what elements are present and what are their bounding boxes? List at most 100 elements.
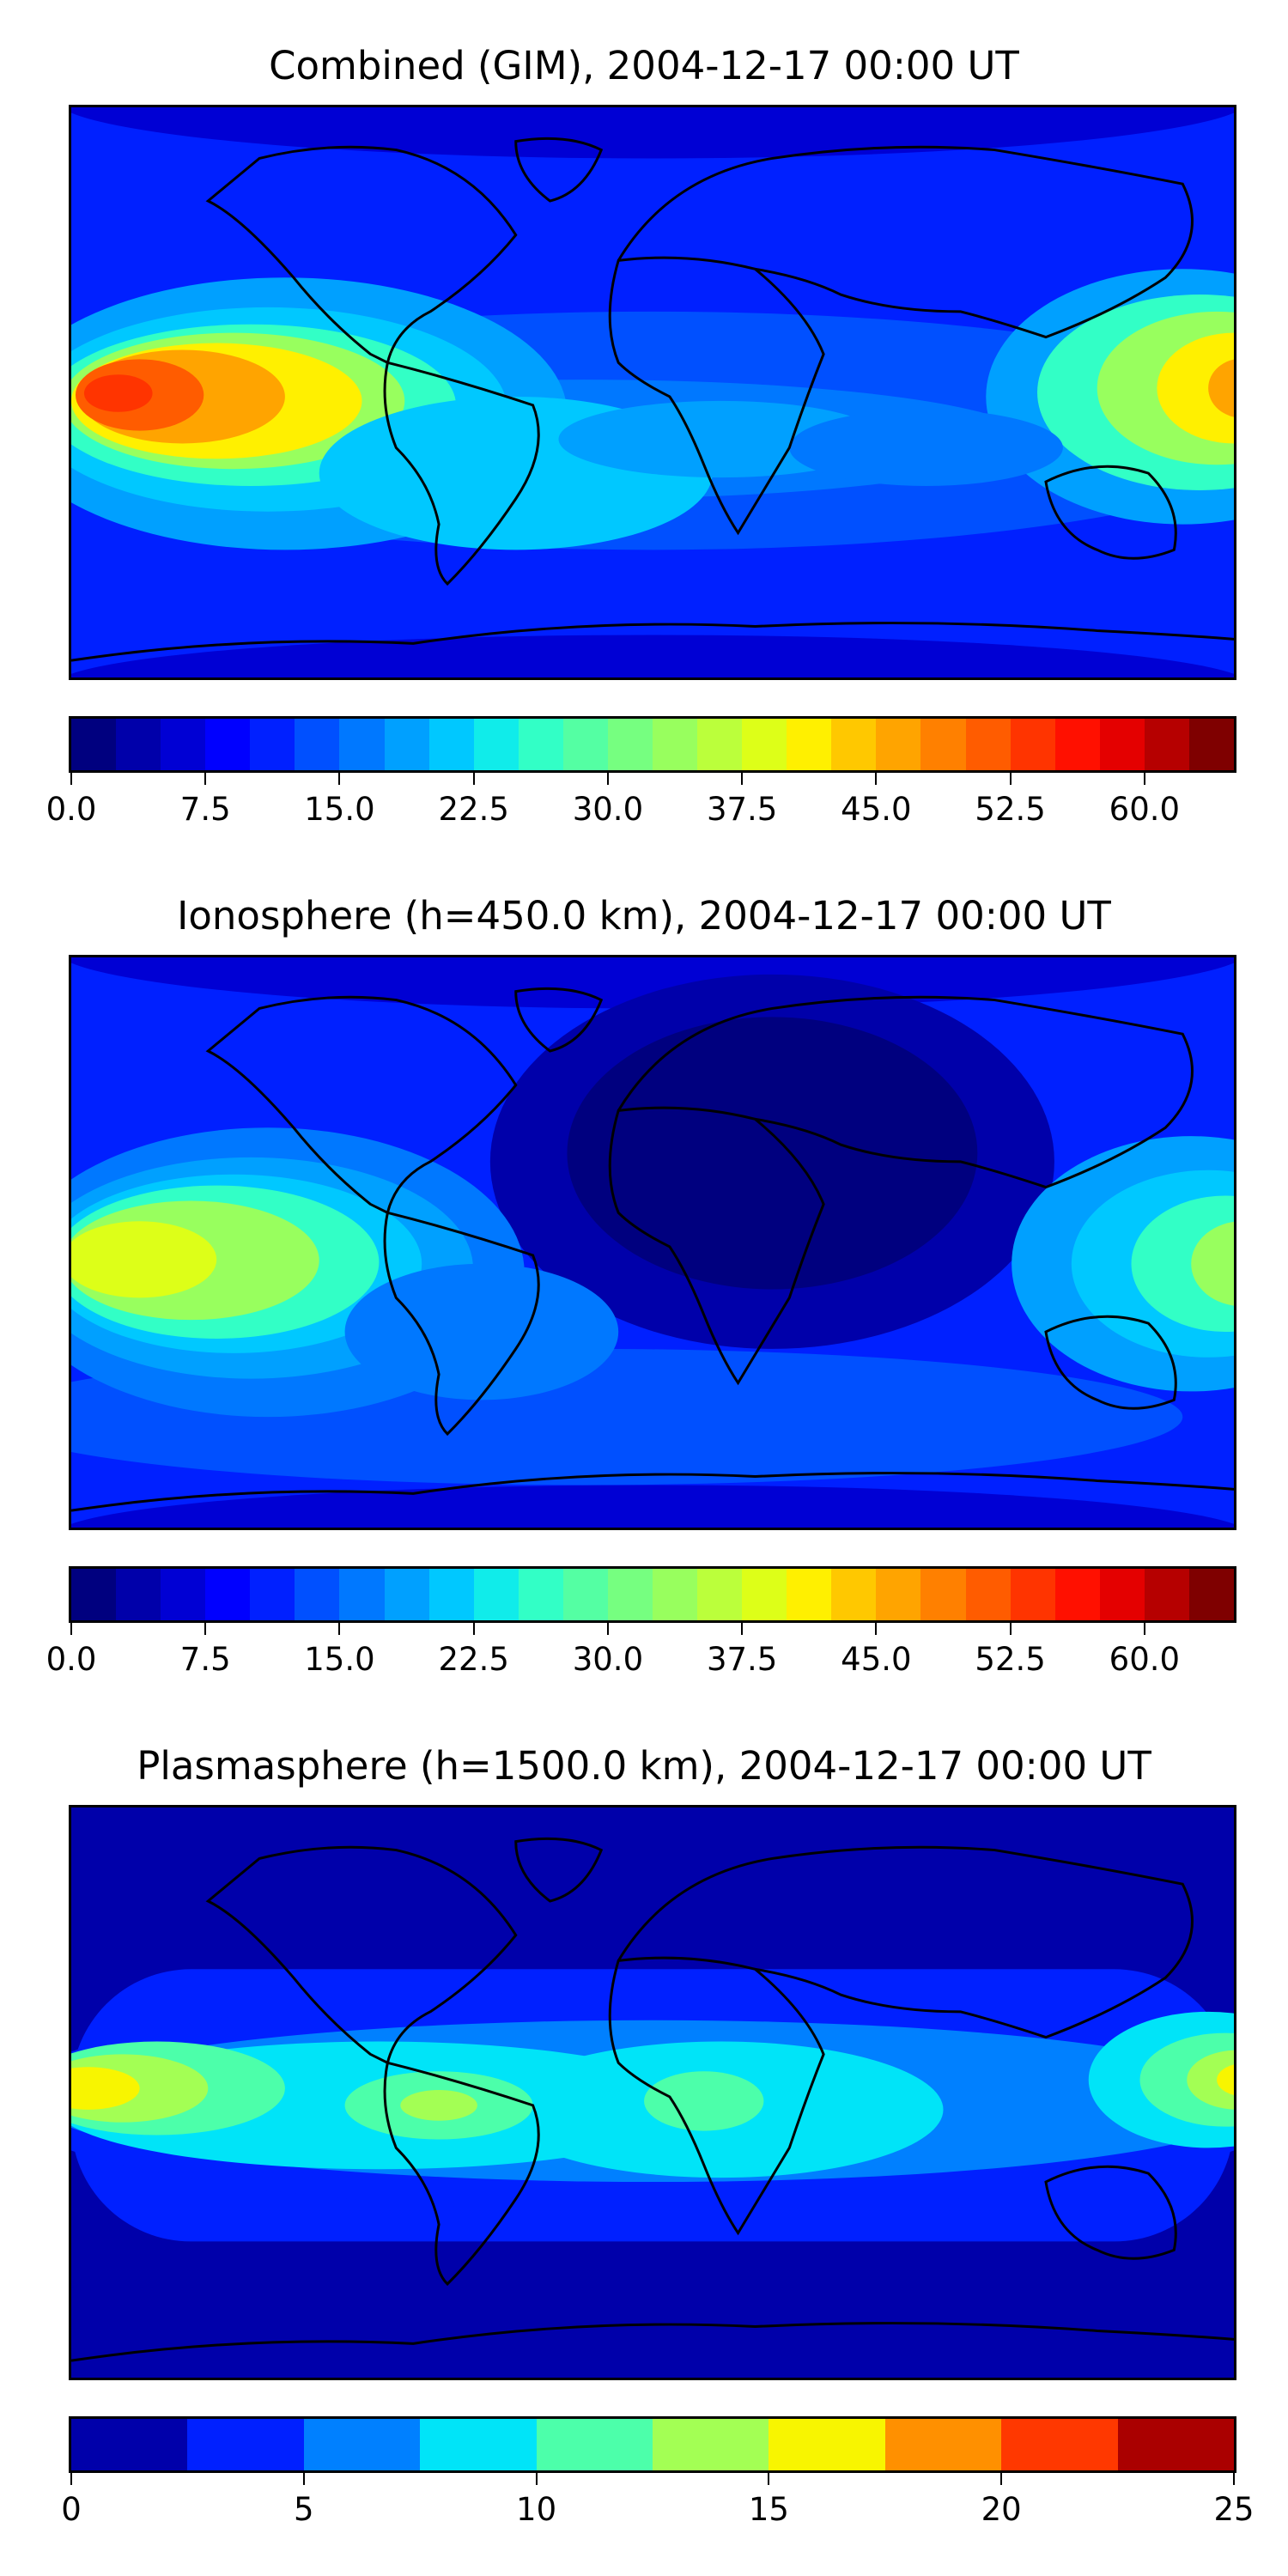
- polar-low-north: [71, 957, 1234, 1009]
- colorbar-segment: [71, 2419, 188, 2470]
- colorbar-segment: [1010, 719, 1055, 770]
- colorbar-tick-mark: [204, 773, 207, 785]
- wpac-peak: [1191, 1221, 1234, 1306]
- colorbar-combined: [69, 716, 1236, 773]
- colorbar-tick-label: 22.5: [438, 1641, 509, 1678]
- colorbar-segment: [1001, 2419, 1118, 2470]
- colorbar-segment: [473, 719, 519, 770]
- colorbar-segment: [428, 1569, 474, 1620]
- colorbar-tick-label: 20: [981, 2491, 1022, 2528]
- colorbar-segment: [295, 719, 340, 770]
- coast-greenland: [514, 1837, 604, 1903]
- colorbar-segment: [295, 1569, 340, 1620]
- colorbar-tick-mark: [302, 2473, 305, 2485]
- colorbar-tick-label: 15.0: [304, 791, 375, 828]
- colorbar-tick-label: 52.5: [975, 791, 1046, 828]
- colorbar-ticks-plasmasphere: 0 5 10 15 20 25: [61, 2473, 1255, 2528]
- coast-north-america: [205, 995, 518, 1215]
- tec-map-ionosphere: [71, 957, 1234, 1528]
- colorbar-tick-label: 0: [61, 2491, 82, 2528]
- colorbar-segment: [965, 719, 1011, 770]
- panel-title-ionosphere: Ionosphere (h=450.0 km), 2004-12-17 00:0…: [177, 893, 1111, 939]
- colorbar-segment: [205, 719, 251, 770]
- colorbar-segment: [1144, 1569, 1189, 1620]
- colorbar-segment: [787, 1569, 832, 1620]
- coast-south-america: [383, 361, 540, 586]
- colorbar-segment: [831, 719, 877, 770]
- coast-eurasia: [617, 145, 1194, 339]
- colorbar-segment: [653, 719, 698, 770]
- tec-map-combined: [71, 107, 1234, 677]
- colorbar-tick-mark: [1000, 2473, 1003, 2485]
- pacific-peak: [71, 1221, 217, 1298]
- coast-north-america: [205, 145, 518, 365]
- colorbar-tick-label: 45.0: [841, 791, 912, 828]
- colorbar-tick-mark: [768, 2473, 770, 2485]
- africa-eurasia-core: [567, 1017, 978, 1290]
- coast-eurasia: [617, 1845, 1194, 2039]
- colorbar-segment: [607, 719, 653, 770]
- colorbar-tick-label: 30.0: [572, 1641, 644, 1678]
- coast-africa: [608, 1956, 825, 2236]
- colorbar-tick-mark: [1233, 2473, 1235, 2485]
- colorbar-segment: [428, 719, 474, 770]
- colorbar-ticks-ionosphere: 0.0 7.5 15.0 22.5 30.0 37.5 45.0 52.5 60.0: [46, 1623, 1236, 1678]
- coast-antarctica: [71, 2322, 1234, 2362]
- colorbar-segment: [473, 1569, 519, 1620]
- pacific-peak: [71, 2067, 140, 2110]
- colorbar-segment: [607, 1569, 653, 1620]
- colorbar-segment: [769, 2419, 885, 2470]
- coast-south-america: [383, 2061, 540, 2287]
- colorbar-segment: [787, 719, 832, 770]
- coast-australia: [1044, 1315, 1177, 1410]
- colorbar-segment: [71, 719, 117, 770]
- colorbar-segment: [1099, 1569, 1145, 1620]
- colorbar-tick-mark: [875, 1623, 878, 1635]
- wpac-contour-4: [1157, 332, 1234, 444]
- colorbar-segment: [339, 1569, 385, 1620]
- colorbar-segment: [205, 1569, 251, 1620]
- wpac-peak: [1217, 2064, 1234, 2096]
- colorbar-segment: [697, 719, 743, 770]
- colorbar-tick-label: 7.5: [179, 791, 231, 828]
- colorbar-tick-label: 22.5: [438, 791, 509, 828]
- colorbar-segment: [1054, 719, 1100, 770]
- colorbar-segment: [742, 1569, 787, 1620]
- wpac-core: [1187, 2050, 1234, 2110]
- coastlines: [71, 987, 1234, 1512]
- coast-eurasia: [617, 995, 1194, 1189]
- colorbar-segment: [1099, 719, 1145, 770]
- coast-australia: [1044, 465, 1177, 560]
- colorbar-tick-mark: [472, 773, 475, 785]
- colorbar-ionosphere: [69, 1566, 1236, 1623]
- tec-map-plasmasphere: [71, 1807, 1234, 2378]
- coast-south-america: [383, 1211, 540, 1437]
- colorbar-segment: [1188, 719, 1235, 770]
- coastlines: [71, 137, 1234, 662]
- colorbar-segment: [420, 2419, 537, 2470]
- atlantic-core: [400, 2090, 477, 2121]
- wpac-peak: [1208, 359, 1234, 417]
- colorbar-tick-label: 30.0: [572, 791, 644, 828]
- polar-low-north: [71, 107, 1234, 159]
- colorbar-segment: [187, 2419, 304, 2470]
- polar-low-south: [71, 1485, 1234, 1528]
- colorbar-segment: [71, 1569, 117, 1620]
- samerica-band: [344, 1263, 619, 1400]
- colorbar-tick-mark: [741, 773, 744, 785]
- coast-africa: [608, 256, 825, 536]
- colorbar-tick-mark: [606, 1623, 609, 1635]
- coastlines: [71, 1837, 1234, 2362]
- colorbar-tick-label: 15.0: [304, 1641, 375, 1678]
- colorbar-segment: [697, 1569, 743, 1620]
- colorbar-tick-mark: [741, 1623, 744, 1635]
- colorbar-tick-label: 60.0: [1109, 1641, 1181, 1678]
- colorbar-segment: [920, 719, 966, 770]
- colorbar-segment: [653, 2419, 769, 2470]
- colorbar-tick-label: 5: [294, 2491, 314, 2528]
- colorbar-tick-mark: [1009, 1623, 1012, 1635]
- colorbar-segment: [250, 1569, 295, 1620]
- colorbar-tick-label: 10: [516, 2491, 557, 2528]
- colorbar-tick-label: 60.0: [1109, 791, 1181, 828]
- map-ionosphere: [69, 955, 1236, 1530]
